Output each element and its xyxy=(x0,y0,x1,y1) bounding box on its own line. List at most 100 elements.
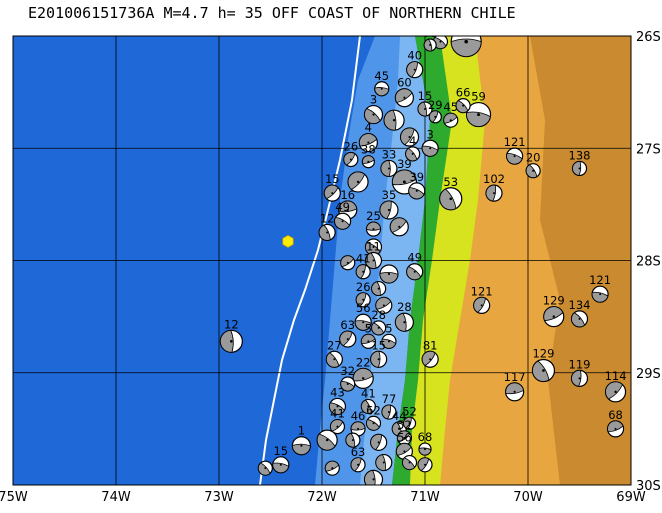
beachball-center xyxy=(357,463,360,466)
beachball-center xyxy=(346,382,349,385)
depth-label: 11 xyxy=(366,240,381,254)
beachball-center xyxy=(614,390,617,394)
beachball-compression xyxy=(383,109,397,131)
depth-label: 40 xyxy=(407,49,422,63)
focal-mechanism-beachball xyxy=(417,457,433,473)
focal-mechanism-beachball xyxy=(399,127,420,147)
depth-label: 41 xyxy=(356,252,371,266)
focal-mechanism-beachball: 68 xyxy=(418,430,432,456)
beachball-compression xyxy=(443,112,458,124)
depth-label: 46 xyxy=(351,409,366,423)
beachball-center xyxy=(387,340,390,343)
beachball-center xyxy=(367,405,370,408)
beachball-center xyxy=(349,158,352,161)
depth-label: 63 xyxy=(351,445,366,459)
beachball-center xyxy=(380,87,383,90)
beachball-center xyxy=(403,436,406,439)
depth-label: 39 xyxy=(397,157,412,171)
beachball-center xyxy=(362,321,365,324)
beachball-center xyxy=(372,478,375,481)
depth-label: 60 xyxy=(397,76,412,90)
depth-label: 121 xyxy=(471,284,493,298)
focal-mechanism-beachball: 26 xyxy=(343,139,359,168)
depth-label: 15 xyxy=(418,89,433,103)
beachball-compression xyxy=(364,108,381,124)
beachball-center xyxy=(411,152,414,155)
focal-mechanism-beachball: 129 xyxy=(531,347,556,383)
focal-mechanism-beachball: 3 xyxy=(363,93,384,125)
focal-mechanism-beachball xyxy=(340,255,356,271)
beachball-center xyxy=(415,189,418,192)
beachball-center xyxy=(542,369,545,372)
beachball-center xyxy=(614,427,617,430)
beachball-compression xyxy=(257,462,271,476)
focal-mechanism-beachball: 134 xyxy=(569,298,590,328)
depth-label: 77 xyxy=(382,392,397,406)
beachball-compression xyxy=(423,38,433,52)
beachball-compression xyxy=(272,462,290,474)
focal-mechanism-beachball: 129 xyxy=(543,294,565,328)
depth-label: 26 xyxy=(344,139,359,153)
beachball-compression xyxy=(366,221,381,231)
beachball-compression xyxy=(345,432,356,448)
beachball-center xyxy=(429,147,432,150)
beachball-center xyxy=(578,317,581,320)
beachball-center xyxy=(449,119,452,122)
beachball-center xyxy=(413,270,416,273)
beachball-center xyxy=(382,304,385,307)
beachball-center xyxy=(387,272,391,276)
depth-label: 15 xyxy=(273,444,288,458)
trench-line xyxy=(259,36,361,485)
focal-mechanism-beachball: 45 xyxy=(443,100,459,128)
depth-label: 41 xyxy=(361,386,376,400)
beachball-center xyxy=(599,293,602,296)
beachball-compression xyxy=(408,187,425,200)
beachball-center xyxy=(377,326,380,329)
depth-label: 12 xyxy=(224,317,239,331)
depth-label: 53 xyxy=(443,175,458,189)
depth-label: 5 xyxy=(365,321,372,335)
depth-label: 35 xyxy=(382,188,397,202)
beachball-compression xyxy=(417,457,430,472)
focal-mechanism-beachball xyxy=(401,454,418,471)
map-frame xyxy=(12,35,632,486)
beachball-center xyxy=(346,208,349,212)
depth-label: 52 xyxy=(397,418,412,432)
focal-mechanism-beachball: 4 xyxy=(405,134,421,162)
beachball-center xyxy=(424,463,426,466)
depth-label: 68 xyxy=(608,408,623,422)
beachball-center xyxy=(403,450,406,453)
focal-mechanism-beachball: 28 xyxy=(394,300,414,332)
focal-mechanism-beachball: 39 xyxy=(391,157,417,195)
beachball-center xyxy=(493,192,496,195)
focal-mechanism-beachball: 32 xyxy=(340,364,356,392)
lat-tick-label: 30S xyxy=(636,479,661,494)
beachball-compression xyxy=(375,297,392,310)
focal-mechanism-beachball: 49 xyxy=(334,200,352,230)
beachball-compression xyxy=(607,420,624,433)
beachball-compression xyxy=(219,329,234,353)
lon-tick-label: 75W xyxy=(0,490,28,505)
focal-mechanism-beachball: 45 xyxy=(374,69,390,97)
focal-mechanism-beachball xyxy=(379,264,399,284)
beachball-compression xyxy=(371,322,385,336)
depth-label: 22 xyxy=(356,355,371,369)
focal-mechanism-beachball: 4 xyxy=(358,121,378,153)
depth-label: 4 xyxy=(409,134,416,148)
beachball-compression xyxy=(350,457,362,472)
beachball-compression xyxy=(366,418,380,431)
depth-label: 1 xyxy=(298,424,305,438)
beachball-center xyxy=(372,113,375,116)
beachball-compression xyxy=(380,160,391,177)
beachball-center xyxy=(424,107,426,110)
lat-tick-label: 28S xyxy=(636,255,661,270)
beachball-center xyxy=(513,155,516,158)
beachball-compression xyxy=(364,469,376,485)
beachball-center xyxy=(367,340,370,343)
focal-mechanism-beachball: 68 xyxy=(606,408,625,438)
depth-label: 29 xyxy=(428,98,443,112)
lon-tick-label: 73W xyxy=(204,490,234,505)
depth-label: 56 xyxy=(397,430,412,444)
depth-label: 41 xyxy=(330,407,345,421)
beachball-compression xyxy=(395,88,413,103)
